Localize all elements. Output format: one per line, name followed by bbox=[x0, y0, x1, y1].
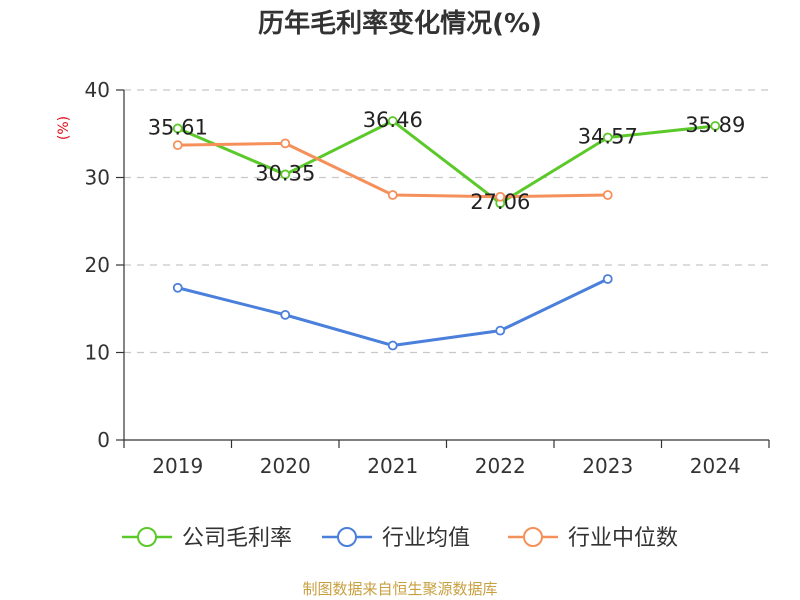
axes: 0 10 20 30 40 2019 2020 2021 2022 2023 2024 bbox=[85, 78, 770, 478]
series-group bbox=[172, 116, 721, 351]
data-point[interactable] bbox=[602, 132, 613, 143]
legend-item-2[interactable]: 行业中位数 bbox=[508, 526, 678, 551]
data-point[interactable] bbox=[172, 140, 183, 151]
x-tick-label: 2021 bbox=[367, 454, 418, 478]
legend-label: 行业中位数 bbox=[568, 526, 678, 551]
y-tick-label: 10 bbox=[85, 341, 110, 365]
x-tick-label: 2020 bbox=[260, 454, 311, 478]
legend-item-1[interactable]: 行业均值 bbox=[322, 526, 470, 551]
data-point[interactable] bbox=[602, 190, 613, 200]
legend-label: 行业均值 bbox=[382, 526, 470, 551]
y-tick-label: 30 bbox=[85, 166, 110, 190]
y-tick-label: 20 bbox=[85, 253, 110, 277]
legend-label: 公司毛利率 bbox=[182, 526, 292, 551]
data-label: 35.89 bbox=[685, 113, 745, 137]
data-point[interactable] bbox=[495, 191, 506, 202]
x-tick-label: 2023 bbox=[582, 454, 633, 478]
data-point[interactable] bbox=[280, 138, 291, 149]
legend-item-0[interactable]: 公司毛利率 bbox=[122, 526, 292, 551]
series-line-0 bbox=[177, 119, 716, 205]
data-point[interactable] bbox=[280, 309, 291, 320]
data-label: 34.57 bbox=[578, 125, 638, 149]
data-labels: 35.61 30.35 36.46 27.06 34.57 35.89 bbox=[148, 108, 746, 214]
data-label: 36.46 bbox=[363, 108, 423, 132]
y-tick-label: 0 bbox=[97, 428, 110, 452]
legend[interactable]: 公司毛利率 行业均值 行业中位数 bbox=[122, 526, 678, 551]
x-tick-label: 2022 bbox=[475, 454, 526, 478]
data-point[interactable] bbox=[172, 282, 183, 293]
legend-marker bbox=[337, 527, 357, 547]
legend-marker bbox=[137, 527, 157, 547]
y-tick-label: 40 bbox=[85, 78, 110, 102]
x-tick-label: 2019 bbox=[152, 454, 203, 478]
chart-title: 历年毛利率变化情况(%) bbox=[258, 8, 542, 39]
series-line-1 bbox=[177, 277, 609, 347]
data-point[interactable] bbox=[172, 123, 183, 134]
data-point[interactable] bbox=[602, 274, 613, 284]
data-source-note: 制图数据来自恒生聚源数据库 bbox=[302, 580, 497, 598]
data-point[interactable] bbox=[387, 340, 398, 351]
data-label: 30.35 bbox=[255, 161, 315, 185]
series-line-2 bbox=[177, 141, 608, 199]
data-label: 35.61 bbox=[148, 115, 208, 139]
data-point[interactable] bbox=[710, 121, 721, 131]
legend-marker bbox=[523, 527, 543, 547]
x-tick-label: 2024 bbox=[690, 454, 741, 478]
data-point[interactable] bbox=[495, 325, 506, 336]
data-point[interactable] bbox=[387, 116, 398, 126]
y-axis-unit-label: (%) bbox=[56, 116, 72, 140]
grid-lines bbox=[124, 89, 769, 354]
data-point[interactable] bbox=[387, 190, 398, 200]
data-point[interactable] bbox=[280, 169, 291, 180]
data-label: 27.06 bbox=[470, 190, 530, 214]
